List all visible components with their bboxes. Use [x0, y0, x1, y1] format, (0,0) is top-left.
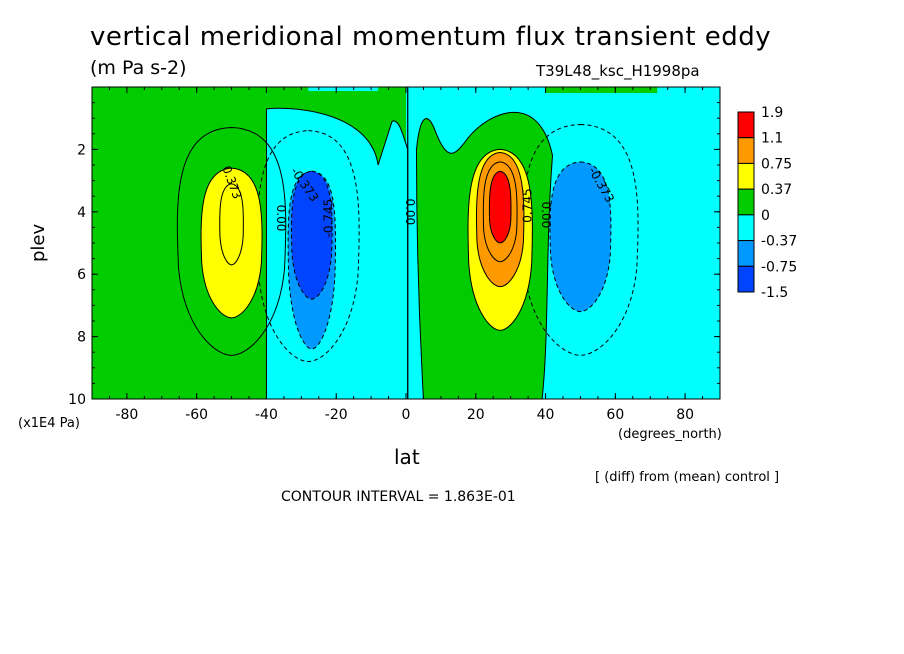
diff-note: [ (diff) from (mean) control ]	[595, 470, 780, 485]
colorbar-label: 1.1	[761, 131, 783, 147]
colorbar-label: -0.37	[761, 234, 797, 250]
colorbar-swatch	[737, 265, 755, 293]
fill-sh-yellow-max	[200, 167, 263, 319]
y-axis-label: plev	[28, 223, 49, 262]
x-tick-label: 20	[467, 407, 485, 423]
chart-units: (m Pa s-2)	[90, 57, 187, 79]
colorbar-swatch	[737, 137, 755, 164]
contour-label: 0.00	[539, 202, 553, 229]
x-tick-label: -60	[185, 407, 208, 423]
colorbar-label: 0.75	[761, 156, 792, 172]
contour-label: 0.00	[274, 205, 288, 232]
y-tick-label: 8	[77, 330, 86, 346]
colorbar-swatch	[737, 111, 755, 139]
run-label: T39L48_ksc_H1998pa	[536, 62, 700, 80]
fill-top-strip-cyan	[308, 87, 379, 91]
colorbar-label: -1.5	[761, 285, 788, 301]
chart-title: vertical meridional momentum flux transi…	[90, 22, 772, 52]
y-tick-label: 4	[77, 205, 86, 221]
x-axis-units: (degrees_north)	[618, 427, 722, 442]
y-tick-label: 2	[77, 142, 86, 158]
fill-top-strip-green	[545, 87, 658, 93]
contour-sh-pos-outer	[176, 127, 287, 356]
colorbar-swatch	[737, 240, 755, 267]
colorbar-swatch	[737, 188, 755, 216]
x-tick-label: 0	[402, 407, 411, 423]
colorbar-label: 0.37	[761, 182, 792, 198]
x-axis-label: lat	[394, 445, 420, 469]
colorbar-label: 1.9	[761, 105, 783, 121]
colorbar-label: -0.75	[761, 259, 797, 275]
x-tick-label: 60	[606, 407, 624, 423]
contour-sh-neg-outer	[256, 130, 360, 363]
y-tick-label: 6	[77, 267, 86, 283]
colorbar-swatch	[737, 162, 755, 190]
fill-sh-negative-lobe	[265, 107, 409, 399]
contour-field	[92, 87, 720, 399]
fill-nh-red	[488, 170, 512, 244]
fill-sh-darkblue	[290, 170, 333, 300]
contour-label: 0.00	[403, 198, 417, 225]
x-tick-label: -20	[325, 407, 348, 423]
contour-label: 0.745	[521, 188, 535, 222]
y-axis-units: (x1E4 Pa)	[18, 416, 80, 431]
y-tick-label: 10	[68, 392, 86, 408]
fill-nh-blue	[549, 161, 612, 313]
colorbar-label: 0	[761, 208, 770, 224]
x-tick-label: -40	[255, 407, 278, 423]
x-tick-label: 40	[537, 407, 555, 423]
contour-interval-text: CONTOUR INTERVAL = 1.863E-01	[281, 489, 516, 505]
x-tick-label: 80	[676, 407, 694, 423]
contour-nh-orange-inner	[482, 161, 518, 263]
contour-label: -0.745	[322, 199, 336, 238]
contour-sh-inner	[219, 183, 244, 266]
x-tick-label: -80	[115, 407, 138, 423]
colorbar-swatch	[737, 214, 755, 242]
